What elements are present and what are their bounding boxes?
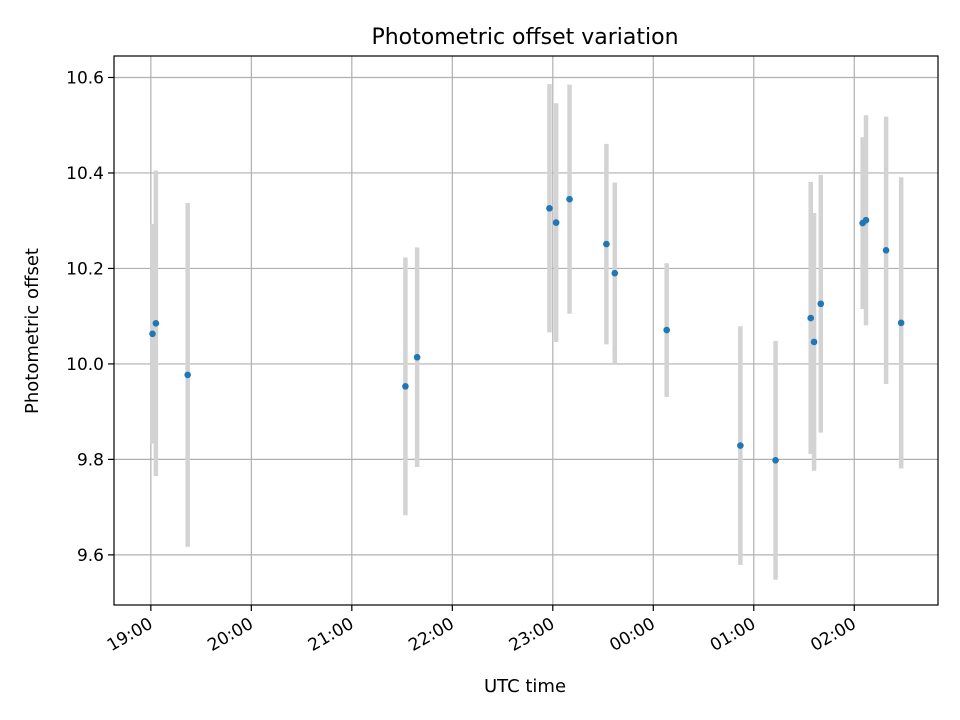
y-axis-label: Photometric offset [22,248,43,414]
data-point [897,319,905,327]
data-point [810,338,818,346]
data-point [552,219,560,226]
data-point [817,300,825,308]
data-point [184,371,191,379]
y-tick-label: 10.0 [66,355,104,375]
data-point [566,195,573,203]
data-point [603,240,610,248]
data-point [737,442,744,449]
y-tick-label: 10.4 [66,164,104,184]
data-point [611,269,619,277]
y-tick-label: 10.6 [66,68,104,88]
chart-title: Photometric offset variation [371,25,678,50]
y-axis-ticks: 9.6 9.8 10.0 10.2 10.4 10.6 [66,68,114,566]
y-tick-label: 10.2 [66,259,104,279]
data-point [807,314,815,322]
y-tick-label: 9.6 [77,546,104,566]
data-point [882,246,890,254]
data-point [772,457,779,464]
x-axis-label: UTC time [484,676,566,697]
grid-lines [114,56,938,605]
plot-frame [113,55,939,606]
data-point [413,353,421,361]
data-point [402,383,409,390]
y-tick-label: 9.8 [77,450,104,470]
data-point [152,320,160,327]
data-point [149,330,156,338]
data-point [546,204,553,212]
data-point [862,216,870,224]
data-point [663,326,670,334]
data-points [149,195,905,464]
